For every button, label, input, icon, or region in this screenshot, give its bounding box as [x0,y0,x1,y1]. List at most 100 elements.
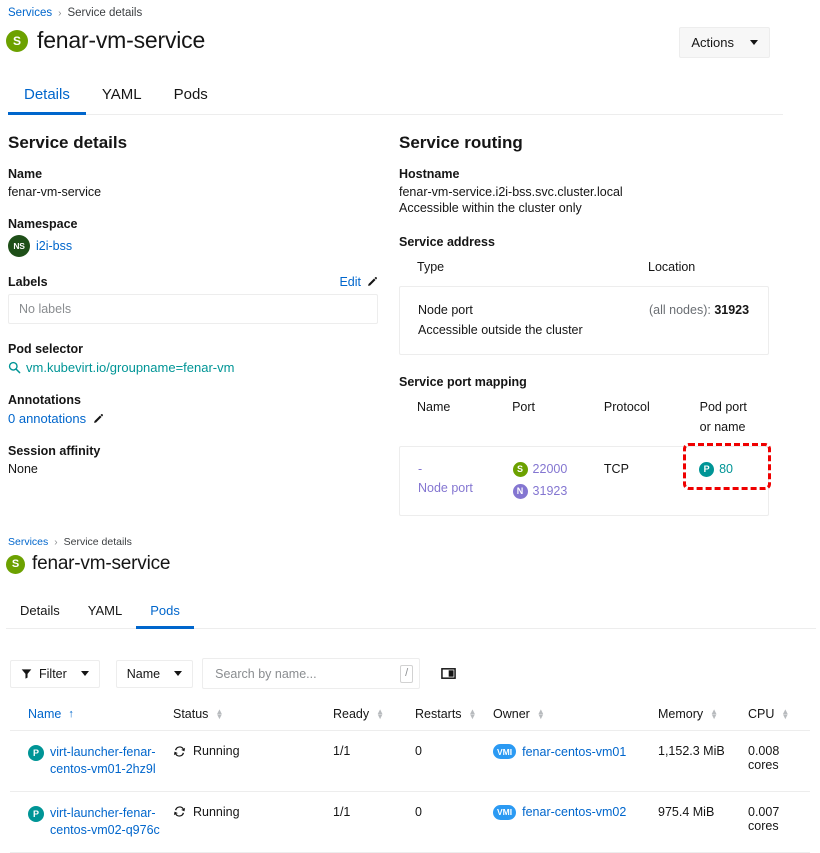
pod-badge-icon: P [28,745,44,761]
service-address-term: Service address [399,235,495,249]
search-box[interactable]: / [202,658,421,689]
column-header-status[interactable]: Status ▲ ▼ [173,700,333,731]
name-value: fenar-vm-service [8,185,102,199]
service-routing-heading: Service routing [399,133,523,152]
vmi-badge-icon: VMI [493,744,517,759]
breadcrumb-link-services-secondary[interactable]: Services [8,536,49,548]
actions-button[interactable]: Actions [679,27,770,58]
sort-icon: ▲ ▼ [215,707,224,721]
port-mapping-term: Service port mapping [399,375,527,390]
hostname-note: Accessible within the cluster only [399,201,582,215]
actions-label: Actions [691,35,734,50]
service-details-section: Service details Name fenar-vm-service Na… [8,133,378,494]
resource-name: fenar-vm-service [37,27,206,53]
chevron-down-icon [174,671,183,676]
address-type-note: Accessible outside the cluster [418,322,583,337]
column-header-ready[interactable]: Ready ▲ ▼ [333,700,415,731]
column-header-cpu[interactable]: CPU ▲ ▼ [748,700,810,731]
funnel-icon [21,669,32,679]
column-header-memory[interactable]: Memory ▲ ▼ [658,700,748,731]
cell-memory: 1,152.3 MiB [658,730,748,792]
node-port-badge-icon: N [512,484,528,500]
pod-port-badge-icon: P [699,462,715,478]
page-title: S fenar-vm-service [6,27,205,54]
service-badge-icon-secondary: S [6,554,25,574]
attribute-label: Name [126,666,161,681]
search-shortcut-badge: / [400,664,414,683]
service-address-table-header: Type Location [399,258,769,286]
port-header-name: Name [417,400,451,415]
search-input[interactable] [213,665,401,682]
column-header-owner[interactable]: Owner ▲ ▼ [493,700,658,731]
labels-box[interactable]: No labels [8,294,378,324]
breadcrumb-separator-icon: › [58,7,62,19]
column-label-cpu: CPU [748,707,775,721]
annotations-value[interactable]: 0 annotations [8,411,378,426]
pencil-icon [94,413,104,423]
port-header-protocol: Protocol [603,400,650,415]
sort-icon: ▲ ▼ [536,707,545,721]
tab-pods-secondary[interactable]: Pods [136,596,194,629]
annotations-term: Annotations [8,393,81,407]
service-address-row: Node port Accessible outside the cluster… [399,286,769,356]
pod-selector-link[interactable]: vm.kubevirt.io/groupname=fenar-vm [26,360,235,375]
address-header-type: Type [417,260,445,274]
labels-edit-button[interactable]: Edit [339,275,378,289]
tab-yaml-secondary[interactable]: YAML [87,603,123,618]
port-name-sub[interactable]: Node port [418,481,473,496]
tab-details[interactable]: Details [8,78,86,115]
status-text: Running [193,744,240,758]
node-port-value: 31923 [532,484,568,499]
column-header-name[interactable]: Name ↑ [10,700,173,731]
breadcrumb-current: Service details [67,7,143,19]
owner-link[interactable]: fenar-centos-vm02 [522,805,627,820]
column-header-restarts[interactable]: Restarts ▲ ▼ [415,700,493,731]
session-affinity-value: None [8,462,38,476]
service-details-page: Services › Service details S fenar-vm-se… [6,7,816,853]
sort-ascending-icon: ↑ [68,707,74,720]
table-row[interactable]: P virt-launcher-fenar-centos-vm01-2hz9l … [10,730,810,792]
tab-bar-secondary: Details YAML Pods [6,596,816,629]
pod-selector-value[interactable]: vm.kubevirt.io/groupname=fenar-vm [8,360,378,375]
breadcrumb-link-services[interactable]: Services [8,7,53,19]
address-location-prefix: (all nodes): [649,303,711,318]
columns-glyph-icon [441,668,456,679]
service-port-chip: S 22000 [512,460,568,479]
service-badge-icon: S [6,29,28,52]
status-text: Running [193,804,240,819]
cell-owner: VMI fenar-centos-vm01 [493,730,658,792]
port-name-dash: - [418,461,423,476]
pods-table-container: Name ↑ Status ▲ ▼ Ready ▲ ▼ [10,700,810,853]
column-label-status: Status [173,707,209,721]
port-mapping-table-header: Name Port Protocol Pod port or name [399,398,769,446]
attribute-dropdown[interactable]: Name [115,659,194,688]
namespace-link[interactable]: i2i-bss [36,239,73,253]
pods-table-header-row: Name ↑ Status ▲ ▼ Ready ▲ ▼ [10,700,810,731]
hostname-term: Hostname [399,167,460,181]
owner-link[interactable]: fenar-centos-vm01 [522,744,627,759]
pod-port-chip: P 80 [699,460,750,479]
annotations-link[interactable]: 0 annotations [8,411,87,426]
page-title-secondary: S fenar-vm-service [6,553,170,575]
breadcrumb-current-secondary: Service details [63,536,132,548]
tab-details-secondary[interactable]: Details [20,603,60,618]
sync-icon [173,745,186,757]
filter-dropdown[interactable]: Filter [10,659,100,688]
namespace-value[interactable]: NS i2i-bss [8,235,378,257]
pod-port-value: 80 [719,461,733,476]
pod-name-link[interactable]: virt-launcher-fenar-centos-vm01-2hz9l [50,745,156,776]
labels-term: Labels [8,275,48,289]
name-term: Name [8,167,43,181]
column-label-ready: Ready [333,707,370,721]
tab-yaml[interactable]: YAML [101,86,142,103]
filter-label: Filter [39,666,67,681]
pods-table: Name ↑ Status ▲ ▼ Ready ▲ ▼ [10,700,810,853]
pod-badge-icon: P [28,805,44,822]
sort-icon: ▲ ▼ [710,707,719,721]
hostname-value: fenar-vm-service.i2i-bss.svc.cluster.loc… [399,185,623,199]
breadcrumb-separator-icon-secondary: › [54,536,58,548]
address-header-location: Location [648,260,696,274]
columns-icon[interactable] [437,662,460,685]
pods-table-head: Name ↑ Status ▲ ▼ Ready ▲ ▼ [10,700,810,731]
tab-pods[interactable]: Pods [173,86,208,103]
